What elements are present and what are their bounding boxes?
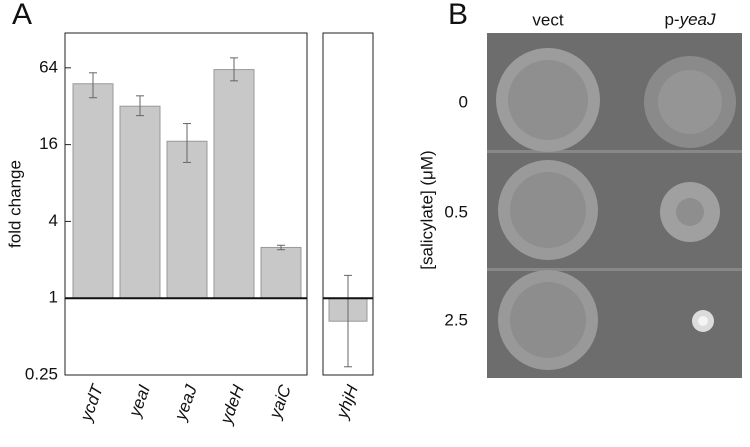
bar [72,83,114,299]
x-tick-label: yeaI [125,382,154,420]
x-tick-label: yhjH [332,382,362,422]
bar [213,69,255,299]
y-tick-label: 64 [39,57,58,76]
y-tick-label: 16 [39,134,58,153]
column-label: p-yeaJ [664,10,716,29]
plot-frame [322,32,374,376]
x-tick-label: ydeH [216,382,248,427]
bar [119,105,161,299]
panel-label: B [448,0,468,31]
y-tick-label: 1 [49,288,58,307]
row-label: 2.5 [444,310,468,329]
plot-frame [64,32,308,376]
bar [260,246,302,299]
column-label-gene: yeaJ [679,10,716,29]
plate-photo [487,33,742,378]
y-tick-label: 0.25 [25,364,58,383]
row-axis-label: [salicylate] (μM) [417,150,436,269]
bar [166,140,208,299]
row-label: 0 [459,92,468,111]
column-label-prefix: p- [664,10,679,29]
x-tick-label: ycdT [76,381,107,425]
x-tick-label: yaiC [265,382,295,422]
panel-label: A [12,0,32,31]
y-axis-label: fold change [5,160,24,248]
row-label: 0.5 [444,202,468,221]
column-label: vect [532,10,563,29]
x-tick-label: yeaJ [170,382,201,424]
y-tick-label: 4 [49,211,58,230]
